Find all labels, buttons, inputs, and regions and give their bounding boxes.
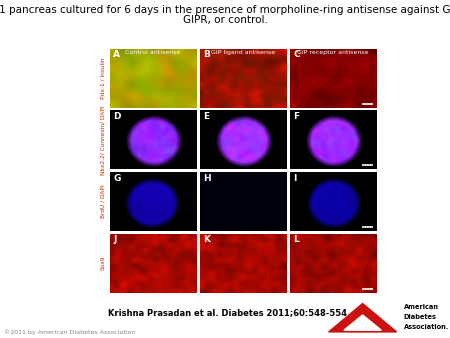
Text: Pdx-1 / Insulin: Pdx-1 / Insulin [101,57,106,99]
Text: L: L [293,236,299,244]
Text: GIPR, or control.: GIPR, or control. [183,15,267,25]
Text: C: C [293,50,300,59]
Text: Sox9: Sox9 [101,256,106,270]
Text: A: A [113,50,120,59]
Text: G: G [113,174,121,183]
Polygon shape [344,315,381,330]
Text: Krishna Prasadan et al. Diabetes 2011;60:548-554: Krishna Prasadan et al. Diabetes 2011;60… [108,308,347,317]
Polygon shape [328,304,396,332]
Text: H: H [203,174,211,183]
Text: B: B [203,50,210,59]
Text: GIP receptor antisense: GIP receptor antisense [297,50,369,55]
Text: Nkx2.2/ Connexin/ DAPI: Nkx2.2/ Connexin/ DAPI [101,105,106,175]
Text: K: K [203,236,210,244]
Text: E11 pancreas cultured for 6 days in the presence of morpholine-ring antisense ag: E11 pancreas cultured for 6 days in the … [0,5,450,15]
Text: J: J [113,236,117,244]
Text: F: F [293,112,299,121]
Text: Association.: Association. [404,324,449,331]
Text: I: I [293,174,297,183]
Text: Control antisense: Control antisense [126,50,180,55]
Text: D: D [113,112,121,121]
Text: BrdU / DAPI: BrdU / DAPI [101,185,106,218]
Text: E: E [203,112,209,121]
Text: American: American [404,304,439,310]
Text: ©2011 by American Diabetes Association: ©2011 by American Diabetes Association [4,329,136,335]
Text: Diabetes: Diabetes [404,314,436,320]
Text: GIP ligand antisense: GIP ligand antisense [211,50,275,55]
